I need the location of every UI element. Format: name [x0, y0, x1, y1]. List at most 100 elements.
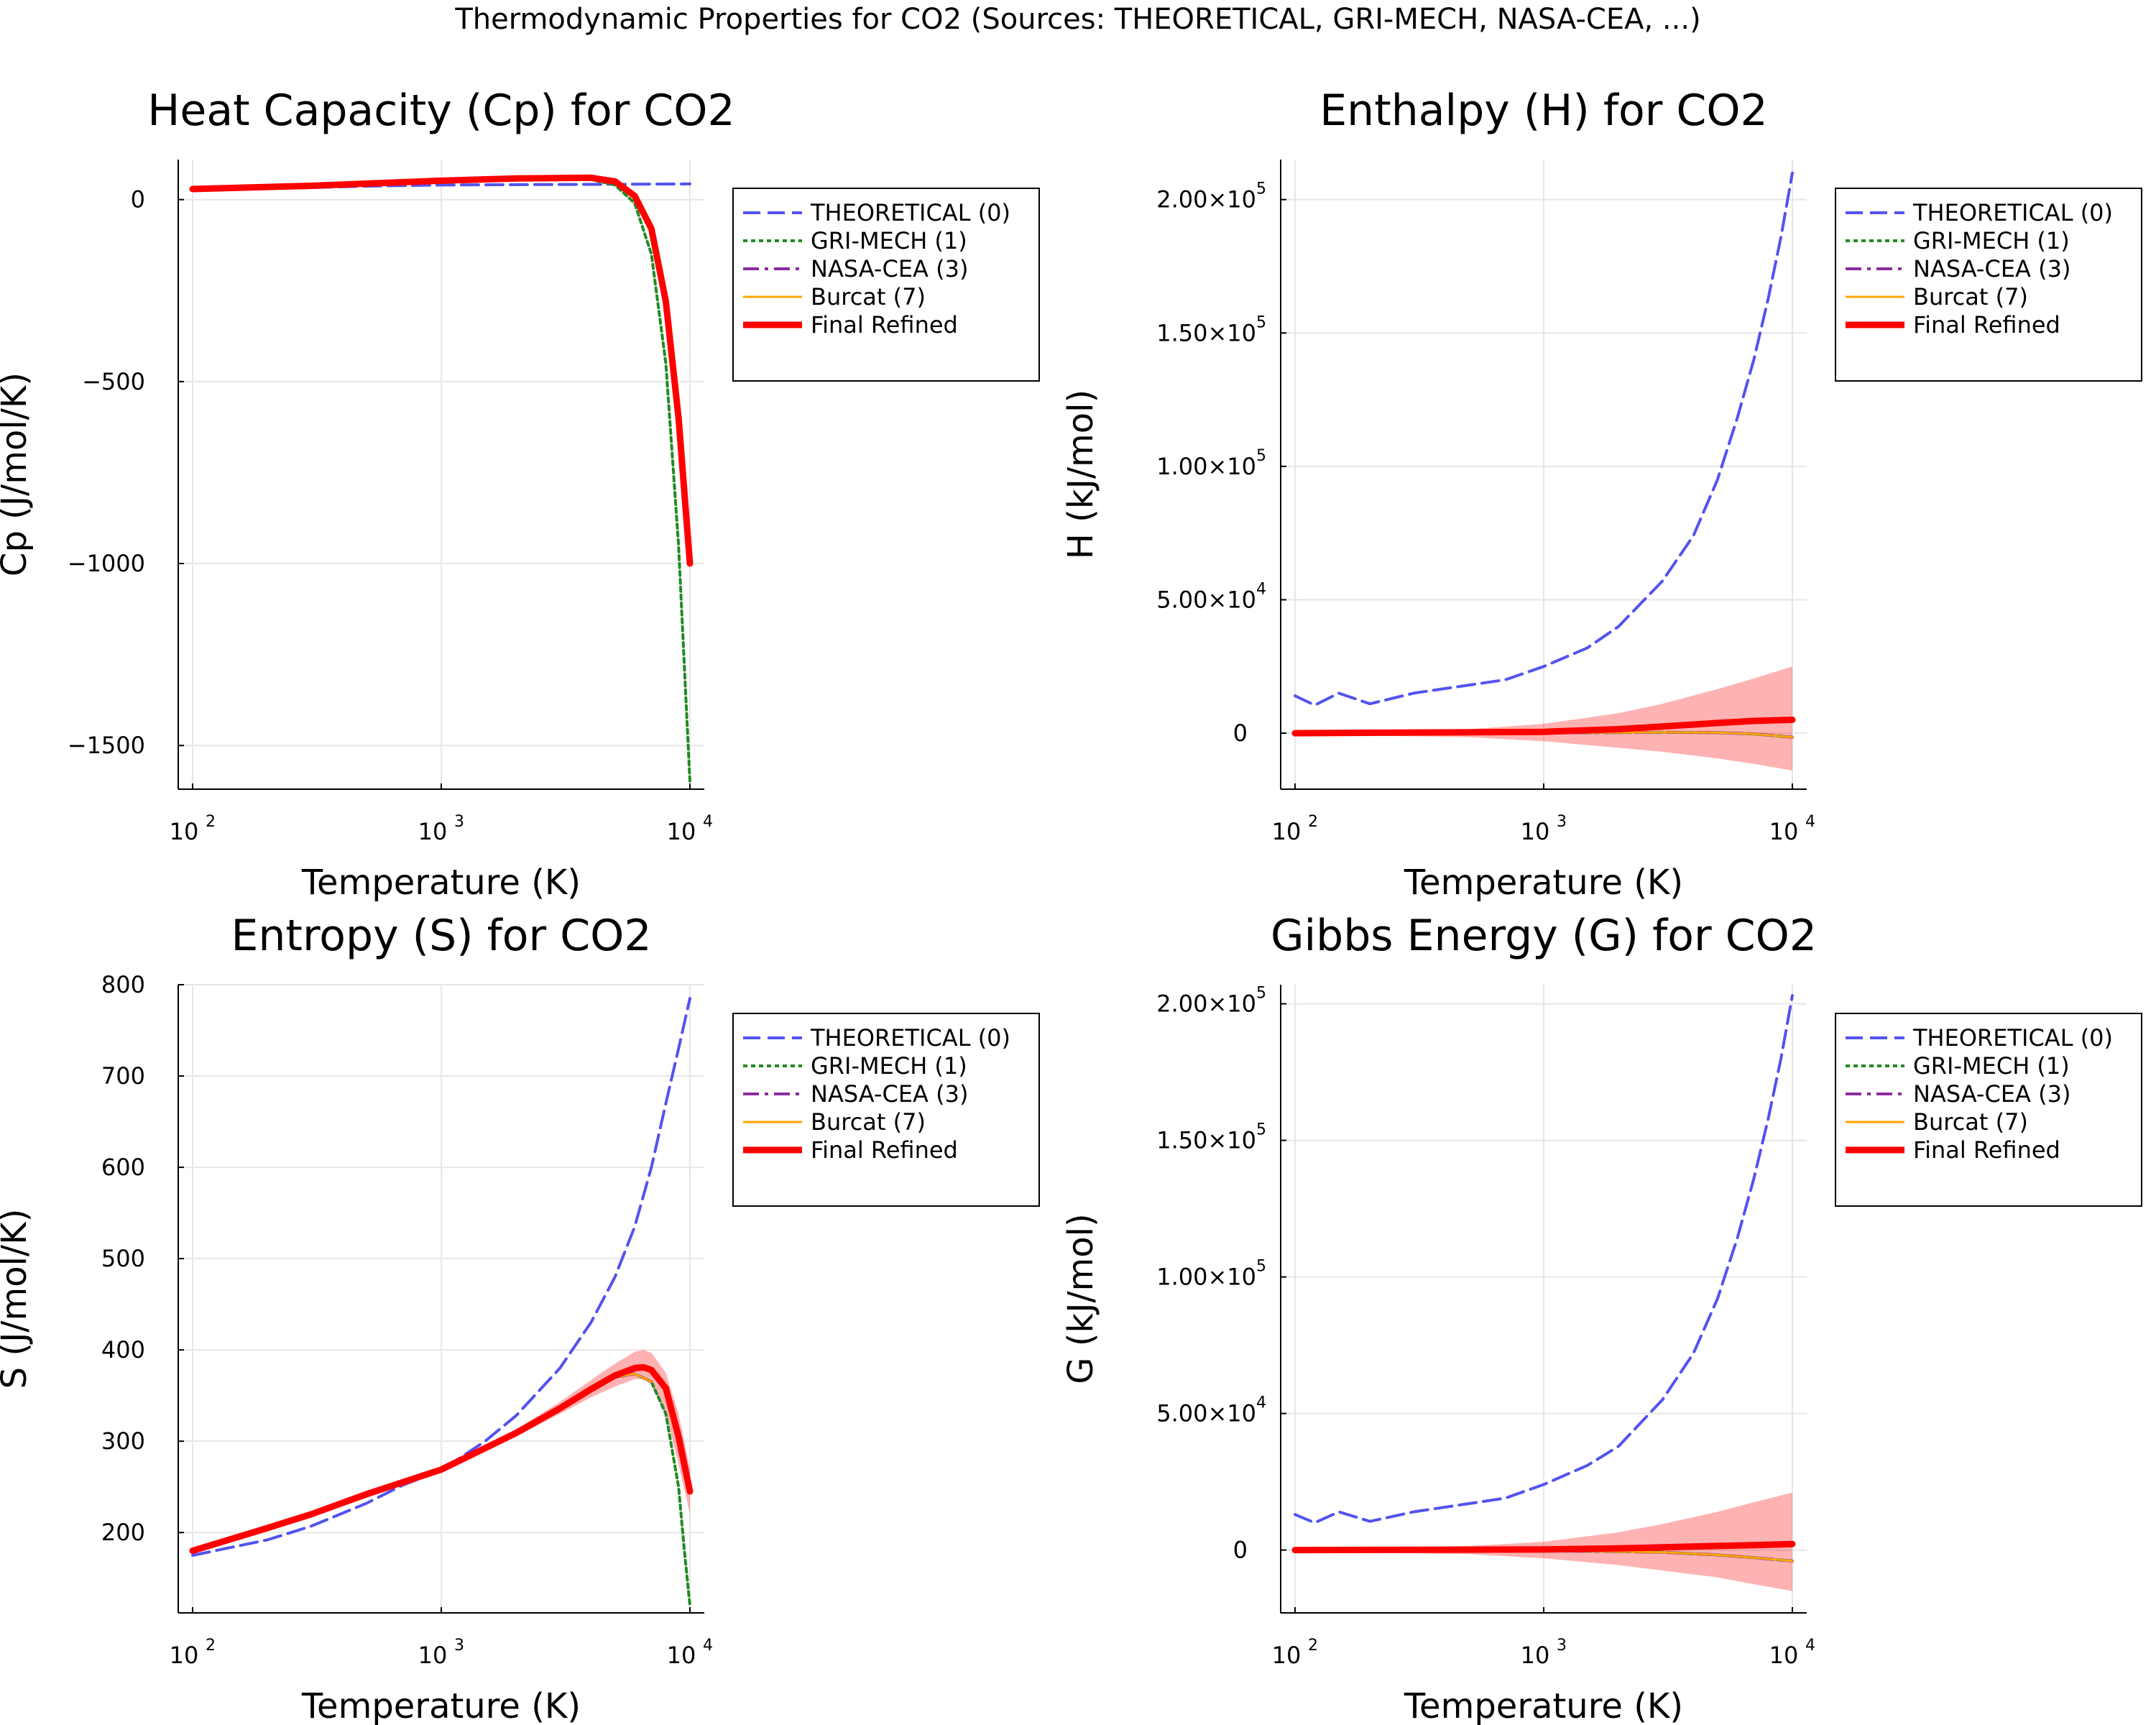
uncertainty-band: [1295, 1492, 1792, 1591]
y-tick-label-exponent: 5: [1256, 985, 1266, 1003]
y-tick-label-exponent: 4: [1256, 1394, 1266, 1412]
y-tick-label: 200: [101, 1519, 145, 1546]
chart-title: Enthalpy (H) for CO2: [1319, 86, 1767, 136]
y-tick-label: 0: [131, 186, 145, 213]
series-line-final-refined: [189, 1363, 694, 1555]
chart-panel-0: 10 2 10 3 10 4 0 −500 −1000 −1500 Heat Capacity (C…: [0, 86, 1040, 903]
legend-label: Final Refined: [1913, 311, 2060, 339]
y-tick-label: −1000: [68, 550, 145, 577]
x-tick-label: 10: [1521, 1642, 1550, 1669]
y-tick-label-exponent: 5: [1256, 447, 1266, 465]
legend-label: GRI-MECH (1): [1913, 227, 2070, 254]
legend-label: THEORETICAL (0): [1912, 199, 2113, 226]
x-tick-label-exponent: 4: [703, 1637, 713, 1655]
chart-title: Entropy (S) for CO2: [231, 911, 651, 961]
x-tick-label-exponent: 3: [454, 813, 464, 831]
y-tick-label: 1.50×10: [1156, 319, 1256, 346]
legend-label: THEORETICAL (0): [810, 199, 1010, 226]
legend-label: Final Refined: [811, 1136, 958, 1164]
y-tick-label-exponent: 5: [1256, 1121, 1266, 1139]
y-tick-label-exponent: 5: [1256, 313, 1266, 331]
y-axis-label: Cp (J/mol/K): [0, 372, 34, 576]
chart-title: Gibbs Energy (G) for CO2: [1271, 911, 1817, 961]
legend-label: Final Refined: [1913, 1136, 2060, 1164]
x-tick-label-exponent: 4: [703, 813, 713, 831]
legend: THEORETICAL (0)GRI-MECH (1)NASA-CEA (3)B…: [1835, 1013, 2142, 1207]
x-tick-label: 10: [1272, 1642, 1302, 1669]
y-tick-label: 500: [101, 1245, 145, 1272]
x-tick-label: 10: [170, 818, 199, 845]
y-tick-label: 0: [1233, 1537, 1248, 1564]
y-tick-label: 700: [101, 1062, 145, 1090]
x-tick-label: 10: [667, 1642, 696, 1669]
legend-label: THEORETICAL (0): [810, 1024, 1010, 1052]
y-tick-label: 400: [101, 1336, 145, 1363]
legend-label: GRI-MECH (1): [811, 1052, 967, 1080]
y-tick-label: 600: [101, 1154, 145, 1181]
y-tick-label: 5.00×10: [1156, 1400, 1256, 1427]
y-tick-label: 5.00×10: [1156, 586, 1256, 613]
x-tick-label-exponent: 4: [1805, 1637, 1815, 1655]
x-tick-label: 10: [170, 1642, 199, 1669]
x-tick-label-exponent: 2: [1308, 813, 1318, 831]
y-tick-label: 1.00×10: [1156, 1264, 1256, 1291]
series-line-final-refined: [1291, 717, 1796, 737]
y-tick-label: 1.50×10: [1156, 1127, 1256, 1154]
x-tick-label: 10: [418, 1642, 448, 1669]
legend: THEORETICAL (0)GRI-MECH (1)NASA-CEA (3)B…: [732, 188, 1040, 382]
y-tick-label: −500: [82, 368, 145, 395]
y-tick-label-exponent: 4: [1256, 580, 1266, 598]
y-tick-label: −1500: [68, 732, 145, 759]
y-tick-label: 1.00×10: [1156, 453, 1256, 480]
x-tick-label: 10: [1521, 818, 1550, 845]
legend-label: NASA-CEA (3): [1913, 1080, 2070, 1108]
legend: THEORETICAL (0)GRI-MECH (1)NASA-CEA (3)B…: [732, 1013, 1040, 1207]
legend-box: [732, 1013, 1040, 1207]
legend-label: GRI-MECH (1): [811, 227, 967, 254]
legend-label: Burcat (7): [1913, 283, 2028, 310]
legend: THEORETICAL (0)GRI-MECH (1)NASA-CEA (3)B…: [1835, 188, 2142, 382]
chart-panel-2: 10 2 10 3 10 4 200 300 400 500 600 700 800 Entropy (S…: [0, 911, 1040, 1725]
chart-panel-3: 10 2 10 3 10 4045.00×1051.00×1051.50×1052.00×…: [1061, 911, 2142, 1725]
x-tick-label: 10: [418, 818, 448, 845]
x-tick-label-exponent: 2: [1308, 1637, 1318, 1655]
figure-suptitle: Thermodynamic Properties for CO2 (Source…: [455, 3, 1701, 36]
x-tick-label: 10: [667, 818, 696, 845]
plot-area: [189, 997, 694, 1607]
series-line-final-refined: [189, 174, 694, 567]
plot-area: [1291, 171, 1796, 770]
legend-box: [1835, 1013, 2142, 1207]
y-axis-label: S (J/mol/K): [0, 1209, 34, 1389]
legend-label: NASA-CEA (3): [811, 255, 968, 282]
uncertainty-band: [193, 1350, 690, 1554]
x-axis-label: Temperature (K): [1404, 1686, 1683, 1725]
x-tick-label-exponent: 2: [206, 813, 216, 831]
x-axis-label: Temperature (K): [301, 1686, 581, 1725]
x-tick-label-exponent: 4: [1805, 813, 1815, 831]
legend-label: GRI-MECH (1): [1913, 1052, 2070, 1080]
x-tick-label-exponent: 3: [1557, 813, 1567, 831]
series-line-theoretical-0: [191, 997, 691, 1557]
x-axis-label: Temperature (K): [301, 862, 581, 903]
series-line-theoretical-0: [1294, 994, 1794, 1524]
plot-area: [1291, 994, 1796, 1591]
legend-box: [732, 188, 1040, 382]
x-tick-label-exponent: 3: [1557, 1637, 1567, 1655]
chart-title: Heat Capacity (Cp) for CO2: [147, 86, 734, 136]
legend-label: Final Refined: [811, 311, 958, 339]
legend-label: NASA-CEA (3): [811, 1080, 968, 1108]
y-tick-label: 300: [101, 1427, 145, 1455]
y-tick-label-exponent: 5: [1256, 180, 1266, 198]
y-tick-label-exponent: 5: [1256, 1258, 1266, 1276]
y-axis-label: H (kJ/mol): [1061, 390, 1101, 559]
y-tick-label: 2.00×10: [1156, 186, 1256, 213]
y-tick-label: 0: [1233, 719, 1248, 747]
legend-label: Burcat (7): [811, 1108, 926, 1136]
plot-area: [189, 174, 694, 783]
legend-label: NASA-CEA (3): [1913, 255, 2070, 282]
x-tick-label-exponent: 2: [206, 1637, 216, 1655]
y-tick-label: 2.00×10: [1156, 990, 1256, 1018]
x-tick-label: 10: [1769, 818, 1799, 845]
x-axis-label: Temperature (K): [1404, 862, 1683, 903]
